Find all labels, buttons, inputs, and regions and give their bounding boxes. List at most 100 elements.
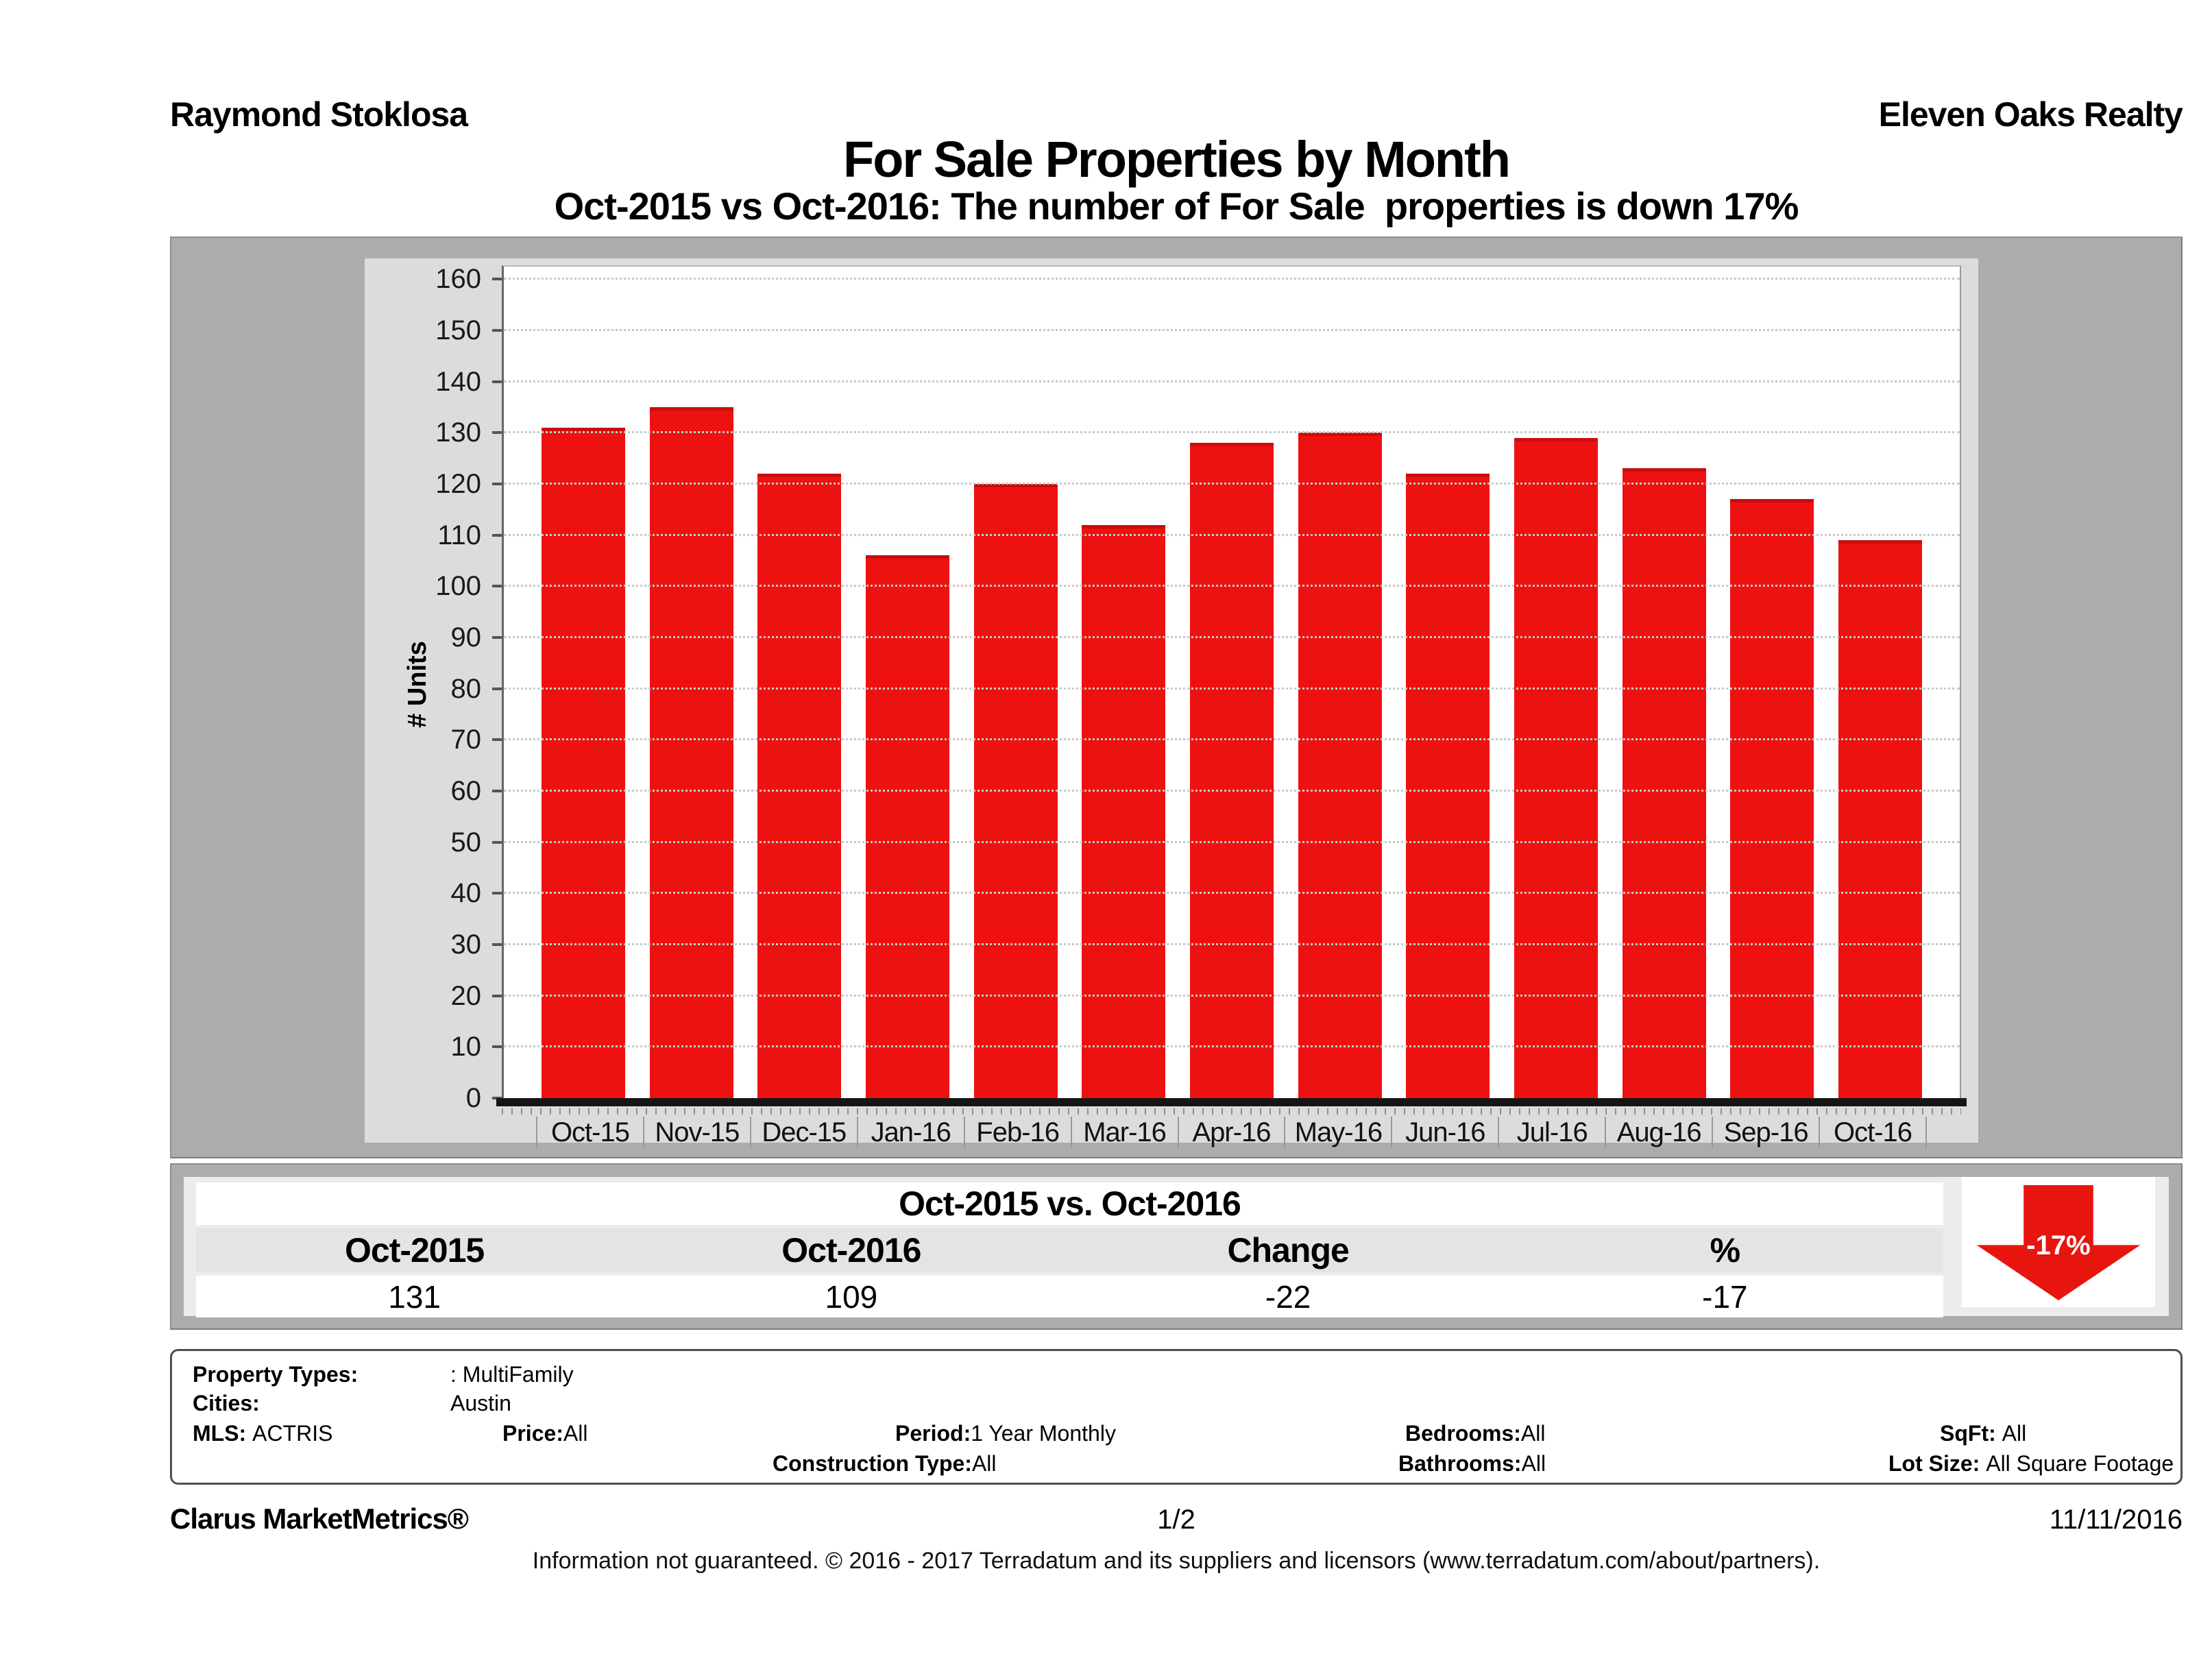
gridline-140 [504,380,1960,382]
x-tick-label-Sep-16: Sep-16 [1712,1117,1819,1148]
gridline-130 [504,431,1960,434]
bar-Sep-16 [1730,499,1814,1098]
bar-Jan-16 [865,555,949,1098]
y-tick-110 [492,533,502,537]
comparison-column-Change: Change [1227,1231,1349,1269]
x-axis-labels: Oct-15 Nov-15 Dec-15 Jan-16 Feb-16 Mar-16 Apr-… [502,1117,1961,1148]
x-axis-minor-ticks [502,1108,1961,1115]
y-tick-label-130: 130 [435,417,481,448]
report-header: Raymond Stoklosa Eleven Oaks Realty [170,95,2183,134]
y-tick-label-60: 60 [450,775,482,806]
plot-area [492,265,1961,1099]
gridline-30 [504,943,1960,945]
bar-Nov-15 [649,407,733,1098]
y-tick-90 [492,635,502,639]
x-tick-label-Dec-15: Dec-15 [749,1117,857,1148]
y-tick-label-0: 0 [465,1083,481,1113]
gridline-40 [504,892,1960,895]
bar-series [504,267,1960,1098]
bar-Jun-16 [1406,474,1490,1098]
cities-value: Austin [450,1391,511,1415]
footer-brand: Clarus MarketMetrics® [170,1503,469,1535]
comparison-column-%: % [1710,1231,1740,1269]
y-tick-label-10: 10 [450,1032,482,1062]
bathrooms-field: Bathrooms: All [1398,1451,1546,1476]
footer-date: 11/11/2016 [2049,1505,2183,1535]
y-tick-20 [492,994,502,997]
y-tick-150 [492,328,502,332]
gridline-160 [504,278,1960,280]
comparison-table: Oct-2015 vs. Oct-2016 Oct-2015 Oct-2016 Ch… [196,1182,1943,1317]
y-tick-30 [492,943,502,946]
gridline-100 [504,585,1960,587]
gridline-120 [504,482,1960,485]
bar-May-16 [1298,433,1382,1098]
x-tick-label-Jan-16: Jan-16 [856,1117,964,1148]
y-tick-label-70: 70 [450,725,482,755]
comparison-value-Oct-2016: 109 [825,1278,878,1315]
gridline-20 [504,994,1960,997]
y-tick-label-30: 30 [450,929,482,960]
bar-Dec-15 [757,474,842,1098]
trend-arrow-label: -17% [2026,1230,2091,1261]
x-axis-baseline [496,1098,1967,1106]
x-tick-label-Jun-16: Jun-16 [1391,1117,1498,1148]
x-tick-label-Jul-16: Jul-16 [1498,1117,1605,1148]
y-tick-label-80: 80 [450,673,482,704]
y-tick-70 [492,738,502,742]
bar-Mar-16 [1082,525,1166,1098]
price-field: Price: All [502,1421,588,1446]
sqft-field: SqFt: All [1940,1421,2027,1446]
bar-Jul-16 [1514,438,1598,1098]
y-tick-50 [492,840,502,844]
company-name: Eleven Oaks Realty [1878,95,2183,134]
bar-Aug-16 [1622,468,1706,1098]
comparison-value-row: 131 109 -22 -17 [196,1276,1943,1317]
gridline-50 [504,840,1960,843]
y-tick-140 [492,380,502,383]
mls-field: MLS: ACTRIS [193,1421,333,1446]
cities-label: Cities: [193,1391,260,1415]
y-tick-160 [492,278,502,281]
y-tick-40 [492,892,502,895]
bar-Oct-16 [1838,540,1922,1098]
y-tick-10 [492,1045,502,1049]
bar-Apr-16 [1189,443,1274,1098]
property-types-label: Property Types: [193,1362,358,1387]
y-tick-label-100: 100 [435,571,481,602]
bedrooms-field: Bedrooms: All [1405,1421,1546,1446]
comparison-section: Oct-2015 vs. Oct-2016 Oct-2015 Oct-2016 Ch… [170,1163,2183,1330]
chart-container: # Units 0 10 20 30 40 50 60 70 80 90 100 110 120 130 1… [170,236,2183,1158]
y-tick-label-90: 90 [450,622,482,653]
gridline-80 [504,687,1960,690]
y-tick-80 [492,687,502,690]
gridline-10 [504,1045,1960,1048]
comparison-header-row: Oct-2015 Oct-2016 Change% [196,1228,1943,1272]
x-tick-label-Mar-16: Mar-16 [1070,1117,1178,1148]
gridline-90 [504,635,1960,638]
bar-Oct-15 [542,428,625,1098]
construction-field: Construction Type: All [773,1451,997,1476]
agent-name: Raymond Stoklosa [170,95,468,134]
x-tick-label-May-16: May-16 [1284,1117,1391,1148]
period-field: Period: 1 Year Monthly [895,1421,1116,1446]
x-tick-label-Apr-16: Apr-16 [1177,1117,1285,1148]
x-tick-label-Oct-15: Oct-15 [536,1117,643,1148]
y-tick-label-40: 40 [450,878,482,909]
footer-disclaimer: Information not guaranteed. © 2016 - 201… [532,1548,1821,1574]
comparison-inner: Oct-2015 vs. Oct-2016 Oct-2015 Oct-2016 Ch… [184,1177,2169,1317]
gridline-110 [504,533,1960,536]
x-tick-label-Nov-15: Nov-15 [642,1117,750,1148]
y-tick-label-50: 50 [450,827,482,858]
page-subtitle: Oct-2015 vs Oct-2016: The number of For … [554,184,1799,228]
y-tick-130 [492,431,502,435]
comparison-value-%: -17 [1702,1278,1748,1315]
y-axis-labels: 0 10 20 30 40 50 60 70 80 90 100 110 120 130 140 150 160 [365,264,492,1113]
y-tick-label-140: 140 [435,366,481,397]
y-tick-100 [492,585,502,588]
gridline-70 [504,738,1960,741]
comparison-column-Oct-2016: Oct-2016 [781,1231,921,1269]
y-tick-label-150: 150 [435,315,481,345]
page-title: For Sale Properties by Month [843,131,1511,188]
